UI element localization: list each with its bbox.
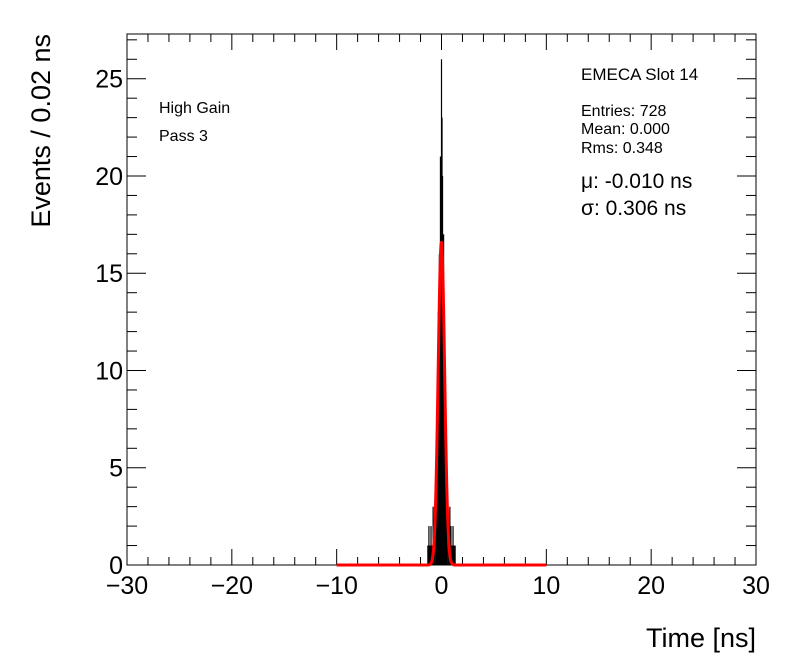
tick-labels: −30 −20 −10 0 10 20 30 0 5 10 15 20 25 — [95, 66, 770, 600]
fit-curve — [335, 240, 548, 567]
x-tick-label: 10 — [532, 572, 560, 600]
x-tick-label: 0 — [435, 572, 449, 600]
y-tick-label: 10 — [95, 357, 123, 385]
fit-series — [335, 240, 548, 567]
fit-mu: μ: -0.010 ns — [581, 170, 692, 193]
x-tick-label: −10 — [315, 572, 357, 600]
y-tick-label: 5 — [109, 455, 123, 483]
x-axis-title: Time [ns] — [646, 623, 756, 653]
y-axis-title: Events / 0.02 ns — [26, 34, 56, 228]
y-tick-label: 0 — [109, 552, 123, 580]
annotation-pass: Pass 3 — [159, 128, 208, 145]
axis-ticks — [126, 34, 757, 566]
x-tick-label: −30 — [106, 572, 148, 600]
annotation-gain: High Gain — [159, 100, 230, 117]
histogram-bar — [430, 526, 432, 565]
y-tick-label: 25 — [95, 66, 123, 94]
histogram-bar — [453, 545, 455, 565]
y-tick-label: 15 — [95, 260, 123, 288]
fit-sigma: σ: 0.306 ns — [581, 197, 686, 220]
histogram-bar — [450, 526, 452, 565]
histogram-bar — [428, 526, 430, 565]
stat-entries: Entries: 728 — [581, 103, 666, 120]
x-tick-label: −20 — [211, 572, 253, 600]
x-tick-label: 20 — [637, 572, 665, 600]
histogram-series — [427, 59, 456, 566]
x-tick-label: 30 — [742, 572, 770, 600]
chart-title: EMECA Slot 14 — [581, 65, 698, 84]
stat-rms: Rms: 0.348 — [581, 140, 663, 157]
histogram-bar — [454, 545, 456, 565]
histogram-bar — [427, 545, 429, 565]
stat-mean: Mean: 0.000 — [581, 121, 670, 138]
histogram-bar — [429, 545, 431, 565]
histogram-bar — [452, 526, 454, 565]
histogram-bar — [451, 545, 453, 565]
y-tick-label: 20 — [95, 163, 123, 191]
